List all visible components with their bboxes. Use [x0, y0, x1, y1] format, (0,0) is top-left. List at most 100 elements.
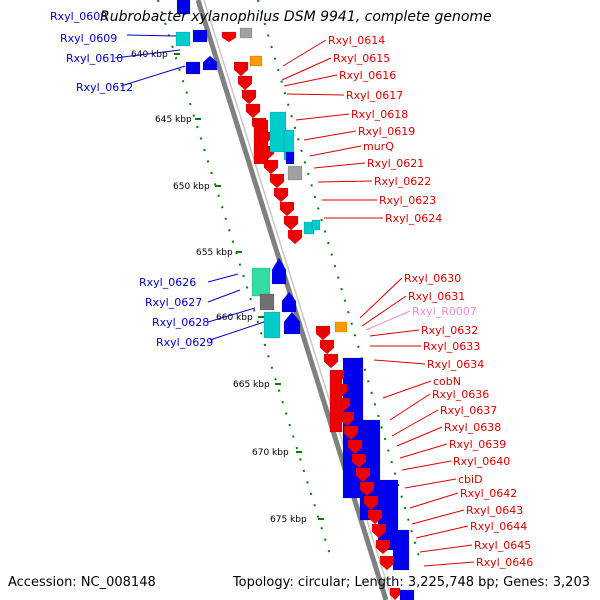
gene-feature[interactable]: [319, 339, 335, 355]
gene-feature[interactable]: [253, 119, 269, 165]
gene-feature[interactable]: [251, 267, 271, 297]
gene-label-left[interactable]: Rxyl_0627: [145, 296, 202, 309]
gene-feature[interactable]: [269, 111, 287, 153]
gene-feature[interactable]: [176, 0, 191, 15]
label-leader: [207, 273, 239, 283]
gene-label-right[interactable]: Rxyl_0645: [474, 539, 531, 552]
label-leader: [309, 145, 362, 157]
label-leader: [401, 460, 452, 471]
gene-label-left[interactable]: Rxyl_0612: [76, 81, 133, 94]
gene-feature[interactable]: [371, 523, 387, 539]
gene-feature[interactable]: [283, 215, 299, 231]
gene-feature[interactable]: [363, 495, 379, 511]
gene-feature[interactable]: [249, 55, 263, 67]
gene-feature[interactable]: [237, 75, 253, 91]
gene-label-right[interactable]: Rxyl_0621: [367, 157, 424, 170]
gene-feature[interactable]: [269, 173, 285, 189]
gene-label-left[interactable]: Rxyl_0629: [156, 336, 213, 349]
gene-label-right[interactable]: Rxyl_0615: [333, 52, 390, 65]
label-leader: [409, 492, 459, 509]
gene-feature[interactable]: [315, 325, 331, 341]
gene-feature[interactable]: [287, 165, 303, 181]
gene-label-left[interactable]: Rxyl_0628: [152, 316, 209, 329]
gene-feature[interactable]: [351, 453, 367, 469]
gene-feature[interactable]: [359, 481, 375, 497]
gene-label-right[interactable]: murQ: [363, 140, 394, 153]
gene-feature[interactable]: [285, 151, 295, 165]
label-leader: [282, 39, 327, 67]
gene-feature[interactable]: [273, 187, 289, 203]
gene-feature[interactable]: [281, 291, 297, 313]
gene-feature[interactable]: [379, 555, 395, 571]
gene-label-left[interactable]: Rxyl_0610: [66, 52, 123, 65]
label-leader: [389, 393, 431, 421]
gene-label-right[interactable]: Rxyl_0614: [328, 34, 385, 47]
gene-label-right[interactable]: Rxyl_0636: [432, 388, 489, 401]
gene-feature[interactable]: [245, 103, 261, 119]
gene-label-right[interactable]: Rxyl_0634: [427, 358, 484, 371]
gene-label-right[interactable]: cbiD: [458, 473, 483, 486]
gene-label-right[interactable]: Rxyl_0622: [374, 175, 431, 188]
gene-feature[interactable]: [221, 31, 237, 43]
gene-label-right[interactable]: Rxyl_R0007: [412, 305, 477, 318]
gene-feature[interactable]: [367, 509, 383, 525]
label-leader: [423, 561, 475, 567]
gene-feature[interactable]: [347, 439, 363, 455]
gene-feature[interactable]: [185, 61, 201, 75]
gene-feature[interactable]: [283, 311, 301, 335]
label-leader: [114, 49, 181, 59]
gene-label-right[interactable]: Rxyl_0638: [444, 421, 501, 434]
gene-feature[interactable]: [271, 257, 287, 285]
gene-label-right[interactable]: Rxyl_0618: [351, 108, 408, 121]
gene-label-right[interactable]: Rxyl_0642: [460, 487, 517, 500]
gene-feature[interactable]: [311, 219, 321, 231]
gene-label-right[interactable]: cobN: [433, 375, 461, 388]
gene-label-right[interactable]: Rxyl_0640: [453, 455, 510, 468]
gene-feature[interactable]: [241, 89, 257, 105]
gene-feature[interactable]: [279, 201, 295, 217]
gene-label-right[interactable]: Rxyl_0623: [379, 194, 436, 207]
gene-label-right[interactable]: Rxyl_0624: [385, 212, 442, 225]
gene-feature[interactable]: [323, 353, 339, 369]
gene-label-right[interactable]: Rxyl_0646: [476, 556, 533, 569]
gene-label-left[interactable]: Rxyl_0608: [50, 10, 108, 23]
gene-label-right[interactable]: Rxyl_0617: [346, 89, 403, 102]
gene-feature[interactable]: [233, 61, 249, 77]
label-leader: [283, 74, 338, 87]
gene-feature[interactable]: [287, 229, 303, 245]
gene-label-right[interactable]: Rxyl_0643: [466, 504, 523, 517]
gene-feature[interactable]: [375, 539, 391, 555]
label-leader: [373, 359, 426, 365]
gene-feature[interactable]: [263, 311, 281, 339]
gene-feature[interactable]: [175, 31, 191, 47]
gene-labels[interactable]: Rxyl_0609 Rxyl_0610 Rxyl_0612 Rxyl_0626 Rxyl…: [60, 32, 533, 569]
gene-feature[interactable]: [389, 587, 401, 600]
gene-label-right[interactable]: Rxyl_0632: [421, 324, 478, 337]
gene-label-right[interactable]: Rxyl_0631: [408, 290, 465, 303]
label-leader: [207, 307, 256, 323]
gene-feature[interactable]: [239, 27, 253, 39]
scale-tick-label: 645 kbp: [155, 115, 192, 125]
gene-feature[interactable]: [355, 467, 371, 483]
gene-label-right[interactable]: Rxyl_0619: [358, 125, 415, 138]
gene-label-right[interactable]: Rxyl_0616: [339, 69, 396, 82]
gene-feature[interactable]: [202, 55, 218, 71]
gene-label-left[interactable]: Rxyl_0609: [60, 32, 117, 45]
gene-label-right[interactable]: Rxyl_0630: [404, 272, 461, 285]
gene-label-right[interactable]: Rxyl_0639: [449, 438, 506, 451]
gene-feature[interactable]: [343, 425, 359, 441]
gene-feature[interactable]: [259, 293, 275, 311]
gene-feature[interactable]: [399, 589, 415, 600]
gene-label-right[interactable]: Rxyl_0637: [440, 404, 497, 417]
gene-feature[interactable]: [392, 529, 410, 571]
gene-label-right[interactable]: Rxyl_0644: [470, 520, 527, 533]
label-leader: [209, 321, 265, 341]
gene-feature[interactable]: [334, 321, 348, 333]
scale-tick-label: 675 kbp: [270, 515, 307, 525]
label-leader: [126, 34, 177, 37]
gene-feature[interactable]: [329, 371, 343, 433]
gene-label-right[interactable]: Rxyl_0633: [423, 340, 480, 353]
gene-feature[interactable]: [192, 29, 208, 43]
gene-label-left[interactable]: Rxyl_0626: [139, 276, 196, 289]
